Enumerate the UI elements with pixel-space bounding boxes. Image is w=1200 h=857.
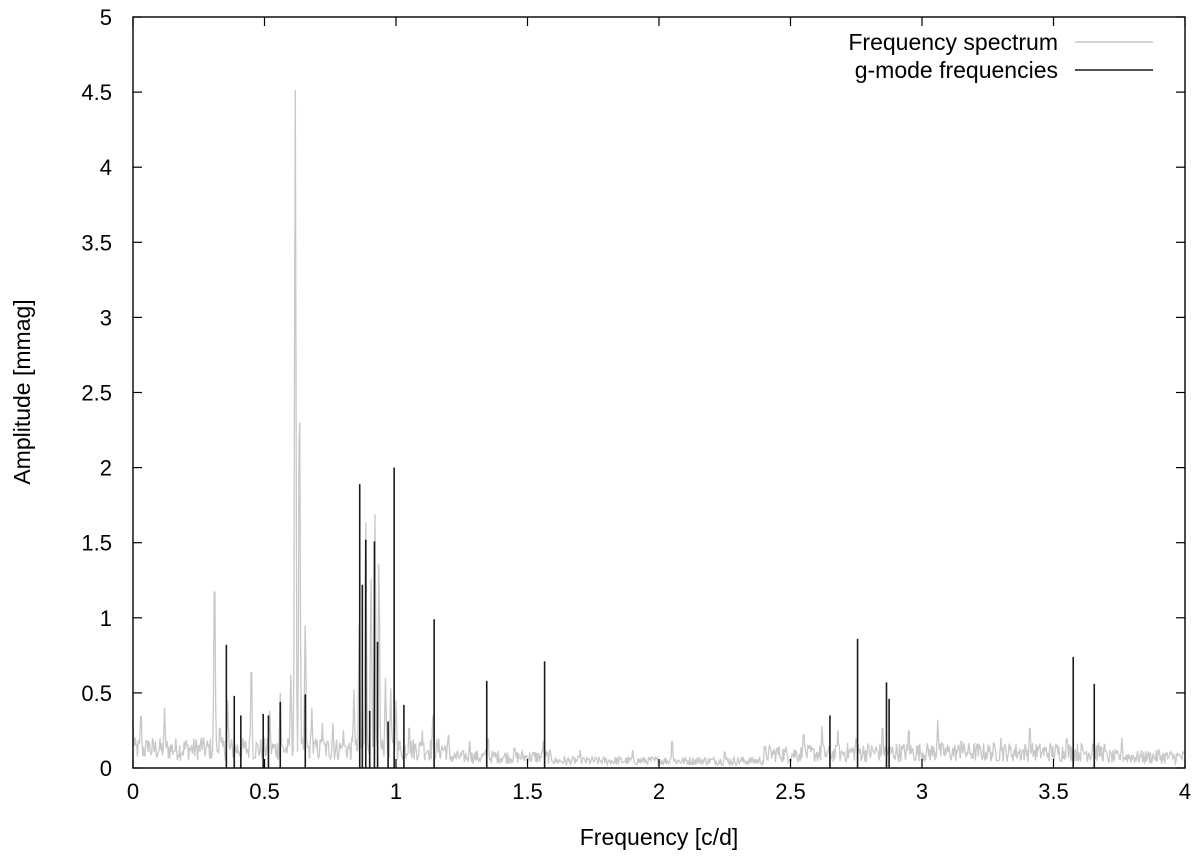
g-mode-impulses-layer bbox=[225, 467, 1096, 768]
x-tick-label: 2 bbox=[653, 779, 665, 804]
y-tick-label: 2 bbox=[100, 456, 112, 481]
y-tick-label: 1 bbox=[100, 606, 112, 631]
x-tick-labels: 0 0.5 1 1.5 2 2.5 3 3.5 4 bbox=[127, 779, 1191, 804]
x-tick-label: 3.5 bbox=[1038, 779, 1069, 804]
x-tick-label: 0.5 bbox=[249, 779, 280, 804]
x-tick-label: 1 bbox=[390, 779, 402, 804]
x-tick-label: 0 bbox=[127, 779, 139, 804]
x-tick-label: 3 bbox=[916, 779, 928, 804]
x-tick-label: 1.5 bbox=[512, 779, 543, 804]
x-tick-label: 4 bbox=[1179, 779, 1191, 804]
legend-label-g-mode-frequencies: g-mode frequencies bbox=[855, 57, 1058, 83]
y-tick-label: 0 bbox=[100, 756, 112, 781]
y-tick-label: 3 bbox=[100, 305, 112, 330]
x-tick-label: 2.5 bbox=[775, 779, 806, 804]
y-tick-label: 4 bbox=[100, 155, 112, 180]
y-axis-title: Amplitude [mmag] bbox=[9, 299, 35, 484]
y-tick-label: 3.5 bbox=[81, 230, 112, 255]
y-tick-label: 1.5 bbox=[81, 531, 112, 556]
y-tick-label: 2.5 bbox=[81, 381, 112, 406]
legend-label-frequency-spectrum: Frequency spectrum bbox=[848, 29, 1058, 55]
axis-ticks bbox=[132, 16, 1186, 769]
legend: Frequency spectrum g-mode frequencies bbox=[848, 29, 1153, 83]
y-tick-labels: 0 0.5 1 1.5 2 2.5 3 3.5 4 4.5 5 bbox=[81, 5, 112, 781]
y-tick-label: 5 bbox=[100, 5, 112, 30]
y-tick-label: 0.5 bbox=[81, 681, 112, 706]
y-tick-label: 4.5 bbox=[81, 80, 112, 105]
x-axis-title: Frequency [c/d] bbox=[580, 824, 739, 850]
